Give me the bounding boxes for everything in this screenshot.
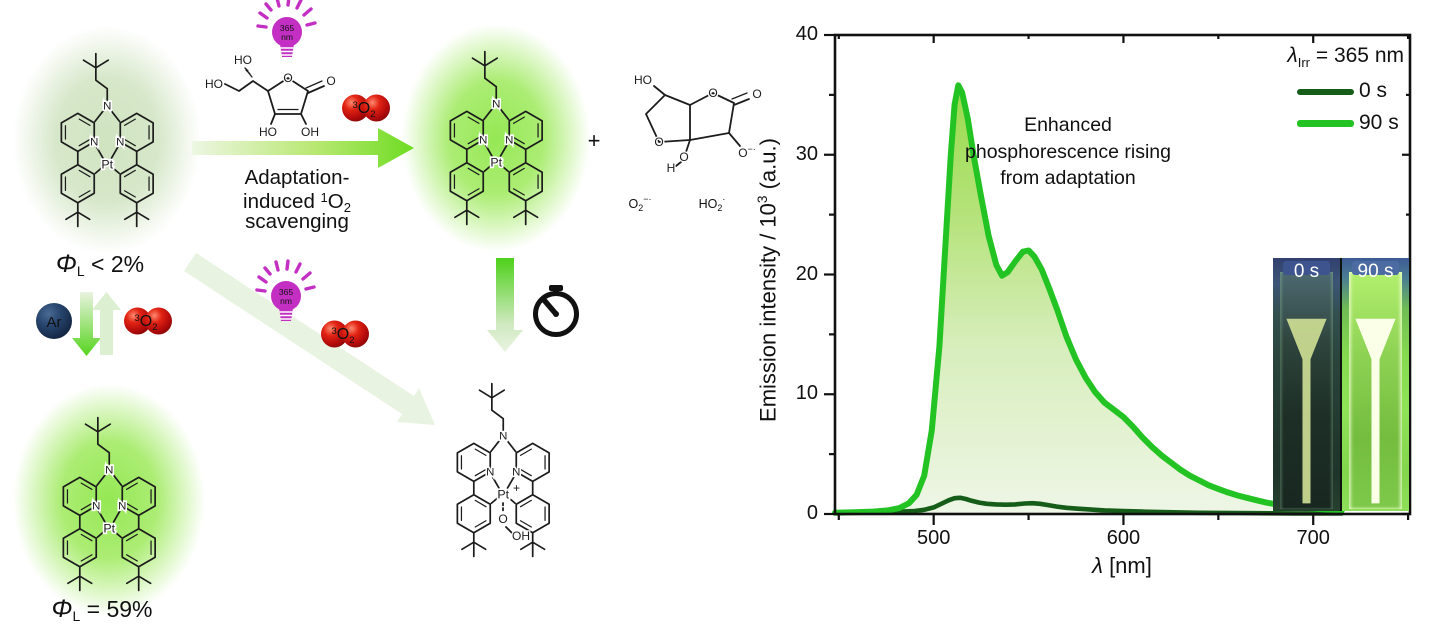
legend-label-0s: 0 s — [1359, 79, 1388, 102]
plus-sign: + — [588, 128, 601, 153]
slow-reaction-arrow — [184, 253, 435, 425]
superoxide-label: O2−· — [628, 194, 651, 213]
cuvette-cap — [1352, 261, 1399, 275]
legend-label-90s: 90 s — [1359, 111, 1399, 134]
svg-text:OH: OH — [301, 125, 319, 139]
svg-text:O: O — [708, 86, 717, 100]
glow-weak — [13, 26, 201, 254]
x-tick-label: 600 — [1106, 527, 1141, 549]
y-tick-label: 0 — [806, 502, 818, 524]
glow-strong — [402, 24, 590, 252]
reaction-scheme: N N N Pt 365 nm 3O2 — [13, 0, 763, 624]
svg-text:O: O — [752, 87, 761, 101]
reaction-label-line2: induced 1O2 — [243, 190, 351, 215]
cuvette-cap — [1283, 261, 1330, 275]
y-tick-label: 10 — [795, 382, 818, 405]
quantum-yield-reactant: ΦL < 2% — [56, 250, 144, 279]
reaction-arrow — [192, 128, 414, 168]
oxidized-ascorbate-structure: O O O O−· O H HO O2−· HO2· — [628, 72, 762, 213]
svg-text:OH: OH — [512, 529, 530, 543]
svg-text:O: O — [654, 135, 663, 149]
svg-text:O: O — [498, 512, 507, 526]
stopwatch-icon — [533, 285, 579, 337]
x-axis-title: λ [nm] — [1092, 553, 1152, 578]
inset-label-0s: 0 s — [1293, 261, 1320, 282]
time-arrow — [487, 258, 523, 352]
quantum-yield-product: ΦL = 59% — [52, 595, 153, 624]
cuvette-photo-0s: 0 s — [1273, 258, 1340, 511]
down-arrow — [72, 292, 101, 356]
series-area-90 s — [835, 85, 1342, 515]
svg-text:O: O — [326, 74, 335, 88]
y-tick-label: 30 — [795, 142, 818, 165]
legend-swatch-90s — [1297, 120, 1354, 127]
y-tick-label: 20 — [795, 262, 818, 285]
svg-text:HO: HO — [205, 77, 223, 91]
legend-title: λIrr = 365 nm — [1287, 44, 1404, 71]
up-arrow — [92, 292, 121, 355]
cuvette-photo-inset: 0 s 90 s — [1273, 258, 1410, 511]
svg-text:O: O — [283, 71, 292, 85]
peroxo-ligand: + O OH — [497, 481, 531, 544]
hydroperoxyl-label: HO2· — [699, 194, 726, 213]
svg-text:O: O — [679, 150, 688, 164]
cuvette-photo-90s: 90 s — [1340, 258, 1409, 511]
argon-icon — [36, 303, 72, 339]
svg-text:HO: HO — [234, 53, 252, 67]
inset-label-90s: 90 s — [1357, 261, 1394, 282]
svg-text:+: + — [513, 481, 520, 495]
svg-text:HO: HO — [259, 125, 277, 139]
ascorbic-acid-structure: O O HO OH HO HO — [204, 52, 337, 141]
glow-strong — [13, 384, 205, 616]
legend-swatch-0s — [1297, 89, 1354, 95]
argon-label: Ar — [47, 314, 62, 331]
curve-90s — [832, 82, 1345, 516]
chart-annotation: Enhanced phosphorescence rising from ada… — [965, 114, 1171, 189]
x-tick-label: 700 — [1296, 527, 1330, 549]
svg-text:H: H — [667, 161, 676, 175]
x-tick-label: 500 — [916, 527, 951, 549]
svg-text:O−·: O−· — [738, 144, 756, 160]
reaction-label-line1: Adaptation- — [245, 166, 350, 189]
reaction-label-line3: scavenging — [245, 210, 349, 233]
y-tick-label: 40 — [795, 23, 818, 45]
svg-text:HO: HO — [634, 73, 652, 87]
